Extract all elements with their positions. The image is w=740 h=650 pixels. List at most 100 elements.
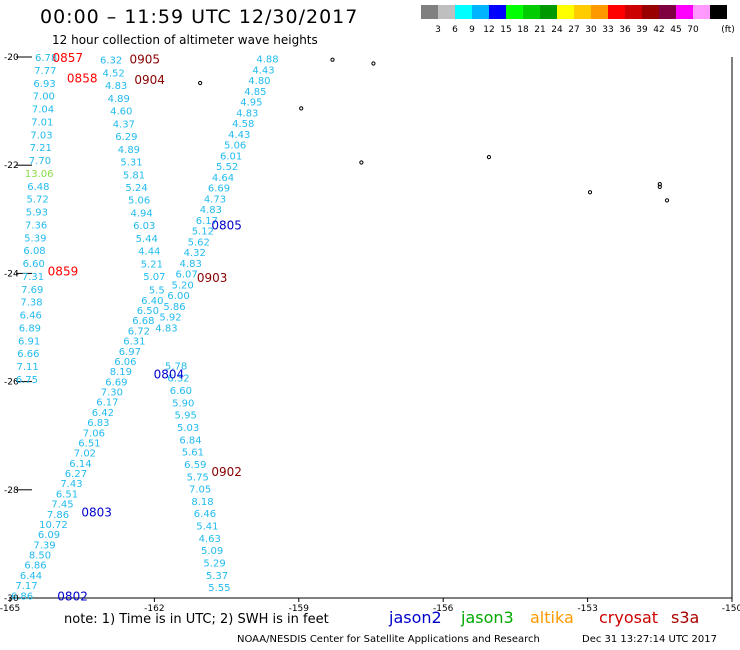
scale-label: 36 [619, 25, 631, 35]
swh-value: 6.60 [170, 386, 192, 397]
swh-value: 4.63 [199, 534, 221, 545]
swh-value: 7.39 [33, 540, 55, 551]
x-tick-label: -159 [289, 604, 310, 614]
swh-value: 6.78 [35, 53, 57, 64]
swh-value: 6.59 [184, 460, 206, 471]
satellite-cryosat: cryosat [599, 608, 659, 627]
scale-unit-label: (ft) [721, 25, 735, 35]
x-tick-label: -153 [577, 604, 597, 614]
swh-value: 5.90 [172, 398, 194, 409]
scale-label: 3 [435, 25, 441, 35]
scale-swatch [557, 5, 574, 19]
swh-value: 4.32 [184, 248, 206, 259]
swh-value: 6.32 [100, 56, 122, 67]
scale-swatch [676, 5, 693, 19]
swh-value: 6.44 [20, 571, 42, 582]
swh-value: 4.58 [232, 119, 254, 130]
swh-value: 5.75 [187, 472, 209, 483]
scale-swatch [693, 5, 710, 19]
satellite-jason3: jason3 [461, 608, 514, 627]
swh-value: 6.17 [96, 398, 118, 409]
swh-value: 6.50 [137, 306, 159, 317]
swh-value: 6.40 [141, 296, 163, 307]
scale-label: 15 [500, 25, 512, 35]
swh-value: 7.70 [29, 156, 51, 167]
island-marker [299, 106, 304, 111]
swh-value: 4.83 [180, 259, 202, 270]
scale-swatch [455, 5, 472, 19]
x-tick-label: -156 [433, 604, 454, 614]
swh-value: 6.46 [20, 311, 42, 322]
pass-time-label: 0902 [211, 465, 242, 479]
swh-value: 6.91 [18, 336, 40, 347]
swh-value: 5.06 [224, 141, 246, 152]
swh-value: 6.60 [23, 259, 45, 270]
swh-value: 8.50 [29, 551, 51, 562]
swh-value: 5.06 [128, 196, 150, 207]
swh-value: 6.75 [16, 375, 38, 386]
island-marker [587, 190, 593, 195]
pass-time-label: 0858 [67, 72, 98, 86]
swh-value: 7.45 [51, 500, 73, 511]
y-tick-label: -26 [4, 378, 19, 388]
scale-label: 9 [469, 25, 475, 35]
y-tick-label: -30 [4, 594, 19, 604]
swh-value: 4.44 [138, 247, 160, 258]
generation-timestamp: Dec 31 13:27:14 UTC 2017 [582, 634, 717, 645]
scale-swatch [523, 5, 540, 19]
scale-label: 33 [602, 25, 614, 35]
swh-value: 4.94 [131, 208, 153, 219]
swh-value: 7.02 [74, 449, 96, 460]
scale-swatch [574, 5, 591, 19]
swh-value: 10.72 [39, 520, 68, 531]
pass-time-label: 0904 [134, 73, 165, 87]
swh-value: 6.32 [167, 374, 189, 385]
swh-value: 5.55 [208, 583, 230, 594]
swh-value: 6.14 [69, 459, 91, 470]
chart-subtitle: 12 hour collection of altimeter wave hei… [52, 33, 318, 47]
swh-value: 6.08 [23, 246, 45, 257]
scale-swatch [608, 5, 625, 19]
swh-value: 6.83 [87, 418, 109, 429]
swh-value: 7.86 [47, 510, 69, 521]
pass-time-label: 0905 [129, 53, 160, 67]
swh-value: 4.43 [228, 130, 250, 141]
swh-value: 4.85 [244, 87, 266, 98]
swh-value: 5.81 [123, 170, 145, 181]
swh-value: 5.52 [216, 162, 238, 173]
swh-value: 6.17 [196, 216, 218, 227]
swh-value: 5.62 [188, 237, 210, 248]
scale-label: 18 [517, 25, 529, 35]
swh-value: 6.84 [179, 435, 201, 446]
swh-value: 5.37 [206, 571, 228, 582]
scale-label: 6 [452, 25, 458, 35]
pass-time-label: 0804 [154, 367, 185, 381]
scale-label: 70 [687, 25, 699, 35]
satellite-s3a: s3a [671, 608, 700, 627]
swh-value: 5.5 [149, 286, 165, 297]
swh-value: 6.97 [119, 347, 141, 358]
scale-swatch [540, 5, 557, 19]
swh-value: 7.69 [21, 285, 43, 296]
scale-swatch [591, 5, 608, 19]
swh-value: 5.07 [143, 272, 165, 283]
scale-label: 42 [653, 25, 665, 35]
scale-swatch [472, 5, 489, 19]
swh-value: 7.77 [34, 66, 56, 77]
pass-time-label: 0805 [211, 219, 242, 233]
scale-label: 21 [534, 25, 546, 35]
pass-time-label: 0803 [81, 505, 112, 519]
swh-value: 5.72 [26, 195, 48, 206]
swh-value: 6.66 [17, 349, 39, 360]
swh-value: 6.01 [220, 151, 242, 162]
scale-swatch [438, 5, 455, 19]
island-marker [359, 160, 364, 165]
swh-value: 6.29 [115, 132, 137, 143]
island-marker [664, 198, 670, 203]
swh-value: 4.43 [252, 65, 274, 76]
swh-value: 6.42 [92, 408, 114, 419]
scale-swatch [489, 5, 506, 19]
credit-line: NOAA/NESDIS Center for Satellite Applica… [237, 634, 540, 645]
swh-value: 8.18 [191, 497, 213, 508]
